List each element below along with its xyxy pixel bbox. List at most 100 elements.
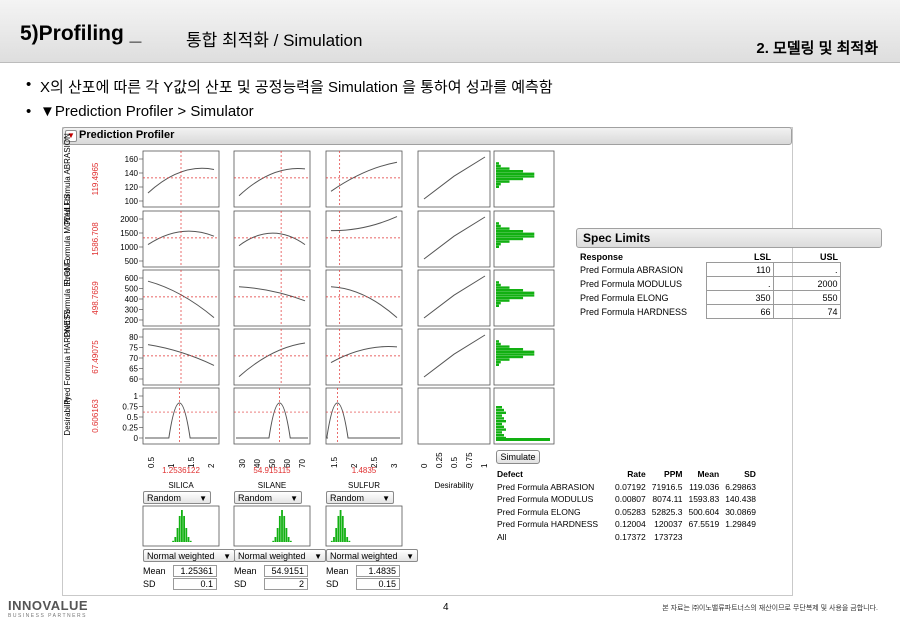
red-triangle-menu-icon[interactable]: ▼ bbox=[65, 130, 77, 142]
simulate-button[interactable]: Simulate bbox=[496, 450, 540, 464]
spec-header-usl: USL bbox=[820, 252, 838, 262]
defect-cell: All bbox=[497, 531, 507, 542]
random-distribution-dropdown[interactable]: Random ▼ bbox=[326, 491, 394, 504]
chevron-down-icon: ▼ bbox=[199, 494, 207, 503]
table-row: Pred Formula MODULUS 0.00807 8074.11 159… bbox=[494, 493, 759, 506]
spec-response-name: Pred Formula HARDNESS bbox=[580, 306, 688, 317]
slide-title: 5)Profiling _ bbox=[20, 22, 142, 45]
lsl-field[interactable]: 350 bbox=[705, 290, 774, 305]
sd-label: SD bbox=[234, 579, 247, 589]
sd-field[interactable]: 0.1 bbox=[173, 578, 217, 590]
copyright-notice: 본 자료는 ㈜이노밸류파트너스의 재산이므로 무단복제 및 사용을 금합니다. bbox=[662, 605, 878, 612]
spec-limits-outline[interactable]: Spec Limits bbox=[576, 228, 882, 248]
lsl-field[interactable]: 66 bbox=[705, 304, 774, 319]
sd-field[interactable]: 0.15 bbox=[356, 578, 400, 590]
defect-cell: 71916.5 bbox=[651, 481, 683, 492]
defect-cell: 173723 bbox=[654, 531, 683, 542]
table-row: Pred Formula ABRASION 110 . bbox=[578, 262, 841, 277]
lsl-field[interactable]: . bbox=[705, 276, 774, 291]
defect-cell: 30.0869 bbox=[725, 506, 756, 517]
chevron-down-icon: ▼ bbox=[290, 494, 298, 503]
dropdown-value: Random bbox=[147, 493, 182, 503]
defect-table: Defect Rate PPM Mean SD Pred Formula ABR… bbox=[494, 468, 759, 543]
bullet-1: X의 산포에 따른 각 Y값의 산포 및 공정능력을 Simulation 을 … bbox=[26, 76, 553, 97]
table-row: Pred Formula ELONG 350 550 bbox=[578, 290, 841, 305]
defect-cell bbox=[722, 531, 759, 544]
defect-cell: 0.17372 bbox=[615, 531, 646, 542]
dropdown-value: Normal weighted bbox=[330, 551, 398, 561]
dropdown-value: Random bbox=[330, 493, 365, 503]
defect-cell: 120037 bbox=[654, 519, 683, 530]
defect-cell: 52825.3 bbox=[651, 506, 683, 517]
defect-cell: 1.29849 bbox=[725, 519, 756, 530]
defect-cell bbox=[685, 531, 722, 544]
usl-field[interactable]: 74 bbox=[772, 304, 841, 319]
spec-limits-table: Response LSL USL Pred Formula ABRASION 1… bbox=[578, 252, 841, 319]
spec-header-lsl: LSL bbox=[754, 252, 771, 262]
weighting-dropdown[interactable]: Normal weighted ▼ bbox=[234, 549, 326, 562]
dropdown-value: Random bbox=[238, 493, 273, 503]
mean-label: Mean bbox=[326, 566, 349, 576]
profiler-title: Prediction Profiler bbox=[79, 129, 175, 141]
chevron-down-icon: ▼ bbox=[382, 494, 390, 503]
bullet-2: ▼Prediction Profiler > Simulator bbox=[26, 103, 254, 120]
table-row: Pred Formula HARDNESS 0.12004 120037 67.… bbox=[494, 518, 759, 531]
table-row: Pred Formula ABRASION 0.07192 71916.5 11… bbox=[494, 481, 759, 494]
spec-response-name: Pred Formula ABRASION bbox=[580, 264, 684, 275]
defect-cell: 67.5519 bbox=[688, 519, 720, 530]
sd-field[interactable]: 2 bbox=[264, 578, 308, 590]
random-distribution-dropdown[interactable]: Random ▼ bbox=[143, 491, 211, 504]
table-row: All 0.17372 173723 bbox=[494, 531, 759, 544]
defect-cell: 8074.11 bbox=[652, 494, 683, 505]
defect-cell: 500.604 bbox=[688, 506, 720, 517]
dropdown-value: Normal weighted bbox=[147, 551, 215, 561]
random-distribution-dropdown[interactable]: Random ▼ bbox=[234, 491, 302, 504]
spec-header-response: Response bbox=[580, 252, 624, 263]
defect-cell: 140.438 bbox=[725, 494, 756, 505]
sd-label: SD bbox=[326, 579, 339, 589]
defect-cell: Pred Formula ELONG bbox=[497, 506, 581, 517]
defect-cell: Pred Formula HARDNESS bbox=[497, 519, 599, 530]
defect-cell: Pred Formula MODULUS bbox=[497, 494, 594, 505]
defect-header: Mean bbox=[697, 469, 720, 480]
page-number: 4 bbox=[443, 602, 449, 613]
defect-header: SD bbox=[744, 469, 756, 480]
innovalue-logo: INNOVALUE BUSINESS PARTNERS bbox=[8, 598, 88, 619]
usl-field[interactable]: 2000 bbox=[772, 276, 841, 291]
spec-limits-title: Spec Limits bbox=[583, 231, 651, 245]
dropdown-value: Normal weighted bbox=[238, 551, 306, 561]
chevron-down-icon: ▼ bbox=[223, 552, 231, 561]
mean-label: Mean bbox=[234, 566, 257, 576]
spec-response-name: Pred Formula MODULUS bbox=[580, 278, 683, 289]
table-row: Pred Formula ELONG 0.05283 52825.3 500.6… bbox=[494, 506, 759, 519]
weighting-dropdown[interactable]: Normal weighted ▼ bbox=[143, 549, 235, 562]
defect-header: Defect bbox=[497, 469, 523, 480]
defect-cell: 1593.83 bbox=[688, 494, 720, 505]
defect-cell: 0.12004 bbox=[615, 519, 646, 530]
mean-label: Mean bbox=[143, 566, 166, 576]
defect-cell: Pred Formula ABRASION bbox=[497, 481, 595, 492]
defect-header: Rate bbox=[627, 469, 646, 480]
table-row: Pred Formula MODULUS . 2000 bbox=[578, 276, 841, 291]
section-label: 2. 모델링 및 최적화 bbox=[756, 40, 878, 57]
mean-field[interactable]: 1.4835 bbox=[356, 565, 400, 577]
mean-field[interactable]: 54.9151 bbox=[264, 565, 308, 577]
defect-header: PPM bbox=[664, 469, 683, 480]
prediction-profiler-outline[interactable]: ▼ Prediction Profiler bbox=[62, 127, 792, 145]
usl-field[interactable]: 550 bbox=[772, 290, 841, 305]
spec-response-name: Pred Formula ELONG bbox=[580, 292, 669, 303]
lsl-field[interactable]: 110 bbox=[705, 262, 774, 277]
mean-field[interactable]: 1.25361 bbox=[173, 565, 217, 577]
defect-cell: 119.036 bbox=[689, 481, 720, 492]
table-row: Pred Formula HARDNESS 66 74 bbox=[578, 304, 841, 319]
defect-cell: 6.29863 bbox=[725, 481, 756, 492]
slide-subtitle: 통합 최적화 / Simulation bbox=[186, 31, 363, 50]
sd-label: SD bbox=[143, 579, 156, 589]
weighting-dropdown[interactable]: Normal weighted ▼ bbox=[326, 549, 418, 562]
usl-field[interactable]: . bbox=[772, 262, 841, 277]
logo-text: INNOVALUE bbox=[8, 598, 89, 613]
chevron-down-icon: ▼ bbox=[406, 552, 414, 561]
chevron-down-icon: ▼ bbox=[314, 552, 322, 561]
defect-cell: 0.07192 bbox=[615, 481, 646, 492]
slide-header: 5)Profiling _ 통합 최적화 / Simulation 2. 모델링… bbox=[0, 0, 900, 63]
